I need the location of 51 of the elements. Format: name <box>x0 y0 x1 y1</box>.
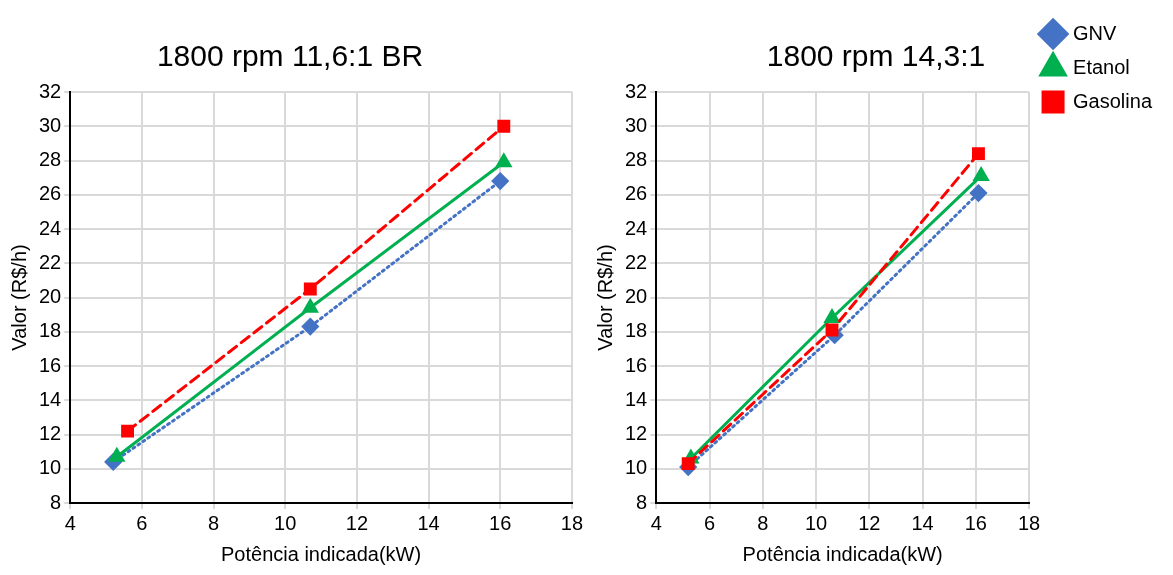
y-axis-title: Valor (R$/h) <box>7 244 30 351</box>
y-tick-label: 16 <box>625 353 648 376</box>
y-tick-label: 20 <box>39 285 62 308</box>
x-tick-label: 8 <box>208 511 220 534</box>
y-tick-label: 14 <box>625 387 648 410</box>
x-tick-label: 10 <box>804 511 828 534</box>
x-tick-label: 12 <box>858 511 881 534</box>
y-tick-label: 22 <box>39 250 62 273</box>
y-tick-label: 8 <box>636 490 648 513</box>
legend-label: GNV <box>1073 21 1118 44</box>
y-tick-label: 12 <box>39 422 62 445</box>
y-tick-label: 14 <box>39 387 62 410</box>
x-tick-label: 8 <box>757 511 769 534</box>
y-tick-label: 24 <box>625 216 648 239</box>
x-tick-label: 6 <box>136 511 148 534</box>
y-axis-title: Valor (R$/h) <box>593 244 616 351</box>
y-tick-label: 26 <box>625 182 648 205</box>
y-tick-label: 30 <box>39 113 62 136</box>
x-axis-title: Potência indicada(kW) <box>221 542 422 565</box>
x-tick-label: 16 <box>964 511 987 534</box>
x-tick-label: 14 <box>417 511 440 534</box>
y-tick-label: 12 <box>625 422 648 445</box>
x-tick-label: 18 <box>560 511 583 534</box>
y-tick-label: 30 <box>625 113 648 136</box>
y-tick-label: 26 <box>39 182 62 205</box>
x-tick-label: 4 <box>64 511 76 534</box>
x-tick-label: 6 <box>703 511 716 534</box>
y-tick-label: 24 <box>39 216 62 239</box>
chart-title: 1800 rpm 11,6:1 BR <box>156 39 424 73</box>
x-tick-label: 14 <box>911 511 934 534</box>
y-tick-label: 16 <box>39 353 62 376</box>
x-tick-label: 18 <box>1017 511 1041 534</box>
y-tick-label: 32 <box>625 79 648 102</box>
x-tick-label: 16 <box>489 511 512 534</box>
chart-title: 1800 rpm 14,3:1 <box>766 39 986 73</box>
y-tick-label: 32 <box>39 79 62 102</box>
x-tick-label: 4 <box>650 511 662 534</box>
y-tick-label: 18 <box>625 319 648 342</box>
y-tick-label: 10 <box>625 456 648 479</box>
x-axis-title: Potência indicada(kW) <box>742 542 943 565</box>
y-tick-label: 20 <box>625 285 648 308</box>
y-tick-label: 22 <box>625 250 648 273</box>
y-tick-label: 8 <box>50 490 62 513</box>
legend-label: Gasolina <box>1073 89 1153 112</box>
legend-label: Etanol <box>1073 55 1130 78</box>
y-tick-label: 18 <box>39 319 62 342</box>
y-tick-label: 28 <box>625 148 648 171</box>
x-tick-label: 12 <box>345 511 369 534</box>
x-tick-label: 10 <box>274 511 297 534</box>
y-tick-label: 28 <box>39 148 62 171</box>
y-tick-label: 10 <box>39 456 62 479</box>
